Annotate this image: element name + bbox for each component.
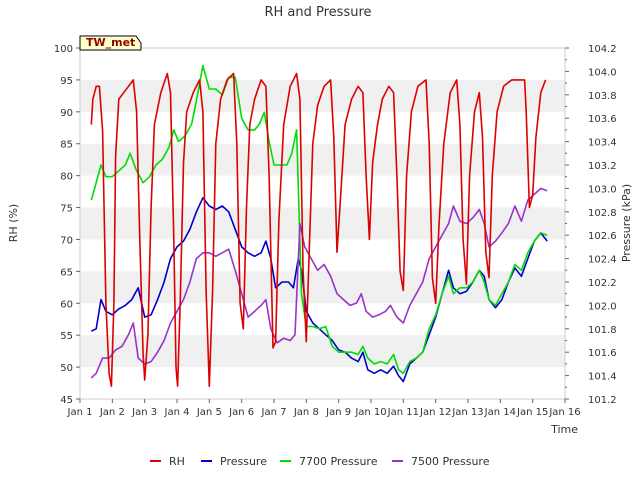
x-tick-label: Jan 8 <box>293 407 319 418</box>
series-line-7500-pressure <box>90 187 548 379</box>
y-tick-label: 85 <box>60 140 73 151</box>
x-tick-label: Jan 7 <box>261 407 287 418</box>
y-tick-label: 75 <box>60 204 73 215</box>
y-tick-label: 95 <box>60 76 73 87</box>
x-tick-label: Jan 10 <box>354 407 386 418</box>
x-tick-label: Jan 12 <box>419 407 451 418</box>
series-line-pressure <box>90 197 548 383</box>
badge-shape <box>79 35 142 51</box>
series-line-rh <box>90 72 547 388</box>
x-tick-label: Jan 9 <box>325 407 351 418</box>
y2-axis-label: Pressure (kPa) <box>620 184 633 262</box>
y2-tick-label: 103.2 <box>588 161 617 172</box>
legend: RH Pressure 7700 Pressure 7500 Pressure <box>150 455 490 468</box>
x-tick-label: Jan 4 <box>164 407 190 418</box>
series-line-7700-pressure <box>90 64 548 375</box>
legend-label: 7500 Pressure <box>411 455 490 468</box>
plot-bands <box>80 79 565 368</box>
y-axis: 45 50 55 60 65 70 75 80 85 90 95 100 <box>54 44 80 406</box>
x-tick-label: Jan 3 <box>131 407 157 418</box>
y-tick-label: 90 <box>60 108 73 119</box>
x-tick-label: Jan 6 <box>228 407 254 418</box>
x-tick-label: Jan 15 <box>516 407 548 418</box>
y-tick-label: 65 <box>60 267 73 278</box>
y2-tick-label: 102.0 <box>588 301 617 312</box>
x-axis-label: Time <box>550 423 578 436</box>
y-tick-label: 45 <box>60 395 73 406</box>
y2-tick-label: 102.6 <box>588 231 617 242</box>
x-axis: Jan 1 Jan 2 Jan 3 Jan 4 Jan 5 Jan 6 Jan 7 Jan 8… <box>67 399 581 418</box>
y-tick-label: 70 <box>60 235 73 246</box>
x-tick-label: Jan 5 <box>196 407 222 418</box>
y-tick-label: 60 <box>60 299 73 310</box>
y-tick-label: 50 <box>60 363 73 374</box>
x-tick-label: Jan 16 <box>548 407 580 418</box>
y2-tick-label: 101.2 <box>588 395 617 406</box>
x-tick-label: Jan 11 <box>387 407 419 418</box>
y2-tick-label: 102.2 <box>588 278 617 289</box>
grid-band <box>80 335 565 368</box>
y-tick-label: 100 <box>54 44 73 55</box>
station-badge: TW_met <box>79 35 142 51</box>
legend-label: Pressure <box>220 455 267 468</box>
grid-band <box>80 79 565 112</box>
y2-tick-label: 102.8 <box>588 208 617 219</box>
x-tick-label: Jan 1 <box>67 407 93 418</box>
grid-band <box>80 207 565 240</box>
y2-tick-label: 101.4 <box>588 372 617 383</box>
legend-label: 7700 Pressure <box>299 455 378 468</box>
series-group <box>90 64 548 388</box>
y-tick-label: 55 <box>60 331 73 342</box>
y2-tick-label: 103.0 <box>588 184 617 195</box>
y2-tick-label: 103.4 <box>588 138 617 149</box>
y2-tick-label: 103.6 <box>588 114 617 125</box>
badge-label: TW_met <box>86 36 135 49</box>
grid-band <box>80 271 565 304</box>
legend-label: RH <box>169 455 185 468</box>
x-tick-label: Jan 13 <box>451 407 483 418</box>
y-axis-label: RH (%) <box>7 204 20 242</box>
x-tick-label: Jan 2 <box>99 407 125 418</box>
y2-tick-label: 103.8 <box>588 91 617 102</box>
y2-axis: 101.2 101.4 101.6 101.8 102.0 102.2 102.4 102.6… <box>565 44 617 406</box>
y-tick-label: 80 <box>60 172 73 183</box>
y2-tick-label: 104.2 <box>588 44 617 55</box>
y2-tick-label: 102.4 <box>588 255 617 266</box>
y2-tick-label: 101.6 <box>588 348 617 359</box>
y2-tick-label: 101.8 <box>588 325 617 336</box>
y2-tick-label: 104.0 <box>588 67 617 78</box>
x-tick-label: Jan 14 <box>484 407 516 418</box>
chart-title: RH and Pressure <box>264 5 371 20</box>
